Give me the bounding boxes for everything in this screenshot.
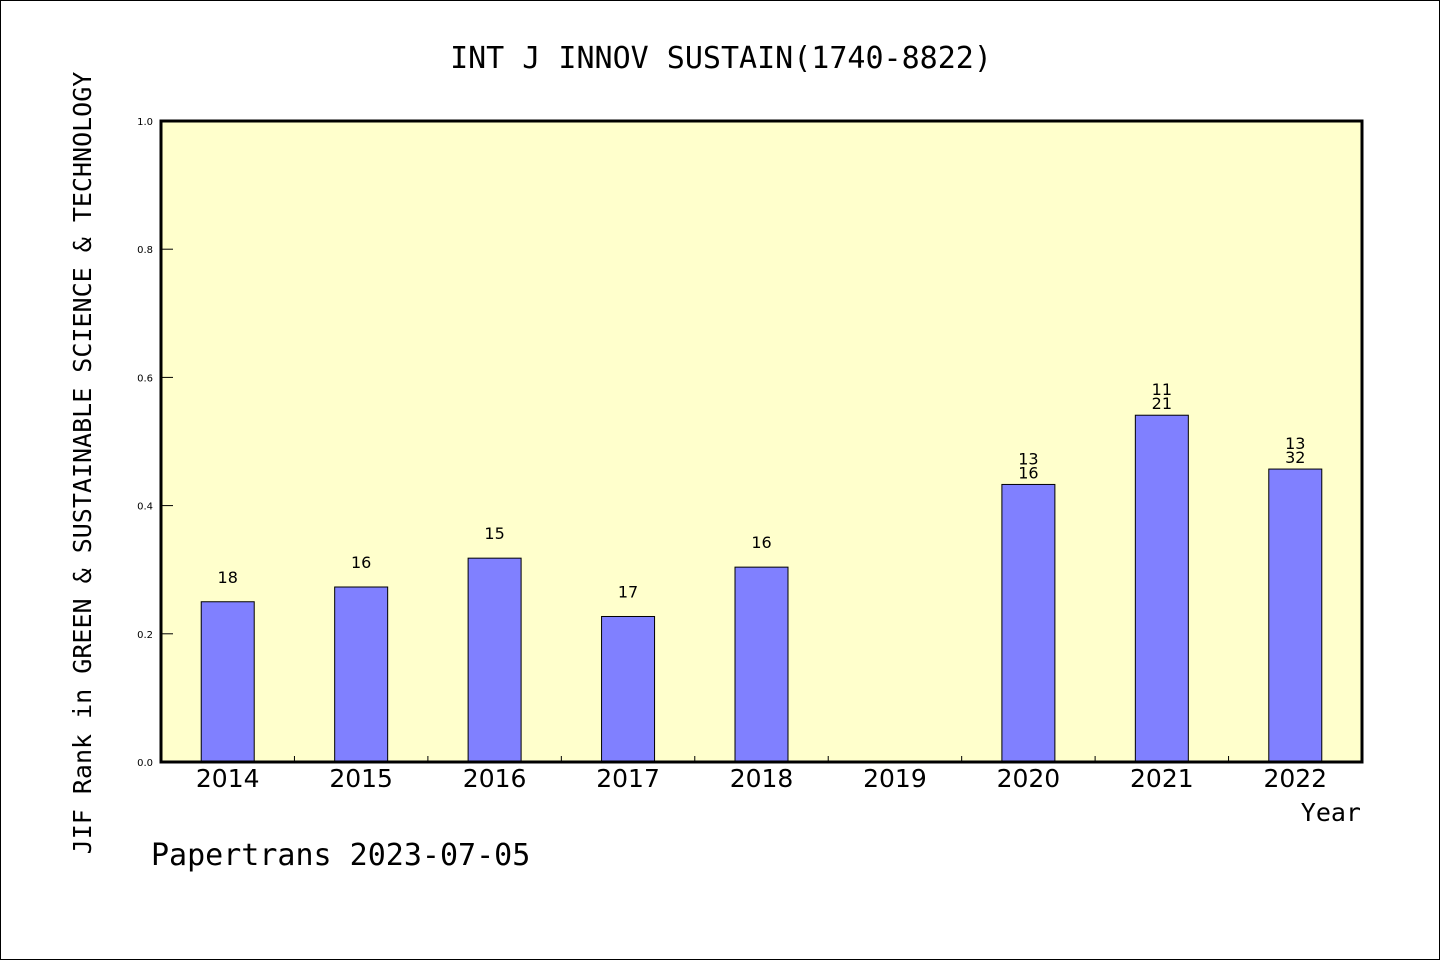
y-tick-label-1.0: 1.0 bbox=[137, 117, 153, 128]
bar-label-2016: 15 bbox=[484, 524, 504, 543]
plot-border bbox=[159, 119, 1364, 764]
bar-label-2022-1: 13 bbox=[1285, 434, 1305, 453]
y-tick-label-0.8: 0.8 bbox=[137, 245, 153, 256]
bar-label-2021-2: 21 bbox=[1152, 394, 1172, 413]
bar-2020 bbox=[1001, 483, 1056, 763]
bar-label-2020-2: 16 bbox=[1018, 463, 1038, 482]
x-tick-label-2021: 2021 bbox=[1130, 764, 1194, 793]
bar-2014 bbox=[200, 601, 255, 763]
bars-layer bbox=[200, 414, 1323, 763]
bar-label-2014: 18 bbox=[218, 568, 238, 587]
bar-label-2018: 16 bbox=[751, 533, 771, 552]
bar-2015 bbox=[334, 586, 389, 763]
x-tick-label-2022: 2022 bbox=[1263, 764, 1327, 793]
bar-label-2017: 17 bbox=[618, 582, 638, 601]
y-tick-label-0.6: 0.6 bbox=[137, 373, 153, 384]
x-axis-label: Year bbox=[1301, 798, 1361, 827]
bar-2021 bbox=[1134, 414, 1189, 763]
bar-2018 bbox=[734, 566, 789, 763]
x-tick-label-2019: 2019 bbox=[863, 764, 927, 793]
x-tick-label-2018: 2018 bbox=[730, 764, 794, 793]
footer-watermark: Papertrans 2023-07-05 bbox=[151, 838, 530, 873]
x-axis-ticks: 2014 2015 2016 2017 2018 2019 2020 2021 2022 bbox=[196, 756, 1327, 793]
y-axis-label: JIF Rank in GREEN & SUSTAINABLE SCIENCE … bbox=[68, 72, 97, 855]
x-tick-label-2015: 2015 bbox=[329, 764, 393, 793]
x-tick-label-2016: 2016 bbox=[463, 764, 527, 793]
y-tick-label-0.0: 0.0 bbox=[137, 758, 153, 769]
x-tick-label-2014: 2014 bbox=[196, 764, 260, 793]
bar-label-2022-2: 32 bbox=[1285, 448, 1305, 467]
bar-2016 bbox=[467, 557, 522, 763]
y-tick-label-0.2: 0.2 bbox=[137, 630, 153, 641]
y-tick-label-0.4: 0.4 bbox=[137, 502, 153, 513]
x-tick-label-2020: 2020 bbox=[997, 764, 1061, 793]
bar-label-2021-1: 11 bbox=[1152, 380, 1172, 399]
bar-label-2015: 16 bbox=[351, 553, 371, 572]
x-tick-label-2017: 2017 bbox=[596, 764, 660, 793]
bar-2022 bbox=[1268, 468, 1323, 763]
chart-title: INT J INNOV SUSTAIN(1740-8822) bbox=[450, 41, 992, 76]
bar-label-2020-1: 13 bbox=[1018, 449, 1038, 468]
bar-2017 bbox=[601, 615, 656, 763]
